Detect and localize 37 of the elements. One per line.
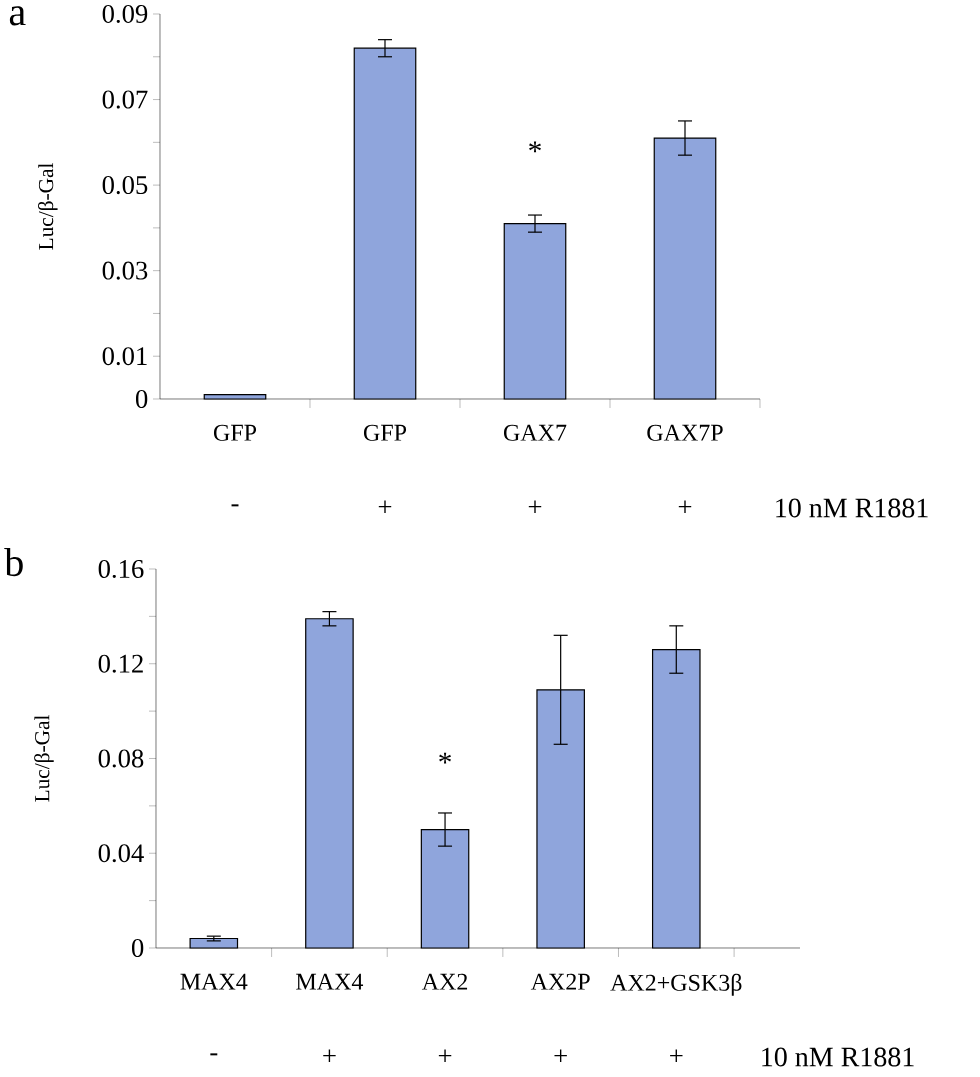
text: +	[670, 1049, 683, 1062]
y-tick-label: 0.03	[102, 261, 148, 280]
annotation: *	[529, 141, 541, 153]
text: 10 nM R1881	[776, 498, 928, 518]
x-tick-label: MAX4	[180, 973, 248, 990]
x-tick-label: GAX7P	[647, 424, 723, 441]
x-tick-label: AX2P	[530, 973, 590, 990]
x-tick-label: GFP	[213, 424, 257, 441]
x-tick-label: AX2+GSK3β	[610, 973, 742, 996]
y-tick-label: 0.04	[98, 844, 144, 863]
y-tick-label: 0.12	[98, 654, 143, 673]
text: +	[528, 500, 542, 513]
text: +	[323, 1049, 336, 1062]
annotation: *	[439, 752, 451, 764]
y-tick-label: 0.01	[102, 347, 147, 366]
chart-title: b	[4, 548, 23, 577]
text: +	[438, 1049, 452, 1062]
y-tick-label: 0.05	[102, 176, 148, 195]
y-tick-label: 0	[131, 939, 144, 957]
text: +	[678, 500, 692, 513]
y-tick-label: 0.08	[98, 749, 144, 768]
text: +	[378, 500, 392, 513]
y-axis-title: Luc/β-Gal	[34, 714, 54, 802]
y-tick-label: 0.07	[102, 90, 148, 109]
y-tick-label: 0	[135, 390, 148, 408]
y-tick-label: 0.09	[102, 4, 148, 24]
text: 10 nM R1881	[762, 1047, 914, 1067]
x-tick-label: AX2	[421, 973, 468, 990]
y-axis-title: Luc/β-Gal	[38, 162, 58, 250]
chart-title: a	[9, 6, 26, 26]
text: -	[210, 1053, 218, 1056]
text: -	[231, 504, 239, 507]
text: +	[554, 1049, 567, 1062]
y-tick-label: 0.16	[98, 559, 144, 579]
x-tick-label: MAX4	[296, 973, 364, 990]
x-tick-label: GFP	[363, 424, 407, 441]
x-tick-label: GAX7	[503, 424, 567, 441]
